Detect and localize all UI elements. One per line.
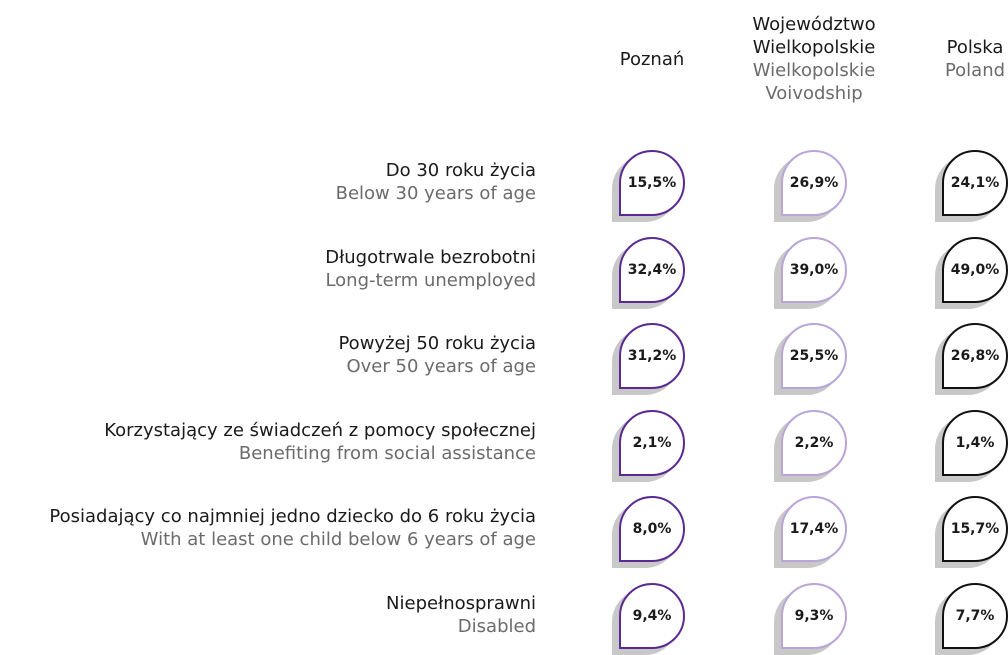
value-bubble: 1,4%	[942, 409, 1008, 476]
row-label: Do 30 roku życia	[385, 160, 536, 181]
column-subheader: Poland	[944, 60, 1006, 81]
row-label: Powyżej 50 roku życia	[338, 333, 536, 354]
value-bubble: 8,0%	[619, 496, 685, 562]
row-label: Niepełnosprawni	[386, 592, 536, 614]
value-bubble: 39,0%	[781, 236, 847, 303]
value-bubble: 24,1%	[942, 150, 1008, 216]
page: Poznań Województwo Wielkopolskie Wielkopols…	[49, 14, 1008, 655]
value-bubble: 9,4%	[619, 582, 685, 649]
row-sublabel: Disabled	[457, 615, 536, 637]
row-label: Długotrwale bezrobotni	[325, 246, 536, 268]
value-bubble: 26,8%	[942, 323, 1008, 389]
value-bubble: 26,9%	[781, 150, 847, 216]
value-bubble: 49,0%	[942, 236, 1008, 303]
row-label: Korzystający ze świadczeń z pomocy społe…	[104, 419, 536, 441]
column-subheader: Wielkopolskie	[752, 60, 876, 81]
column-header: Polska	[946, 37, 1004, 58]
value-bubble: 2,1%	[619, 409, 685, 476]
column-subheader: Voivodship	[765, 83, 863, 104]
value-bubble: 25,5%	[781, 323, 847, 389]
value-bubble: 15,5%	[619, 150, 685, 216]
value-bubble: 32,4%	[619, 236, 685, 303]
row-sublabel: Benefiting from social assistance	[238, 442, 536, 464]
value-bubble: 2,2%	[781, 409, 847, 476]
column-header: Poznań	[619, 48, 685, 70]
value-bubble: 17,4%	[781, 496, 847, 562]
value-bubble: 15,7%	[942, 496, 1008, 562]
value-bubble: 7,7%	[942, 582, 1008, 649]
row-sublabel: Over 50 years of age	[346, 356, 536, 377]
column-header: Województwo	[752, 14, 876, 35]
column-header: Wielkopolskie	[752, 37, 876, 58]
row-label: Posiadający co najmniej jedno dziecko do…	[49, 506, 536, 527]
row-sublabel: With at least one child below 6 years of…	[140, 529, 536, 550]
value-bubble: 31,2%	[619, 323, 685, 389]
row-sublabel: Long-term unemployed	[325, 269, 536, 291]
value-bubble: 9,3%	[781, 582, 847, 649]
row-sublabel: Below 30 years of age	[335, 183, 536, 204]
